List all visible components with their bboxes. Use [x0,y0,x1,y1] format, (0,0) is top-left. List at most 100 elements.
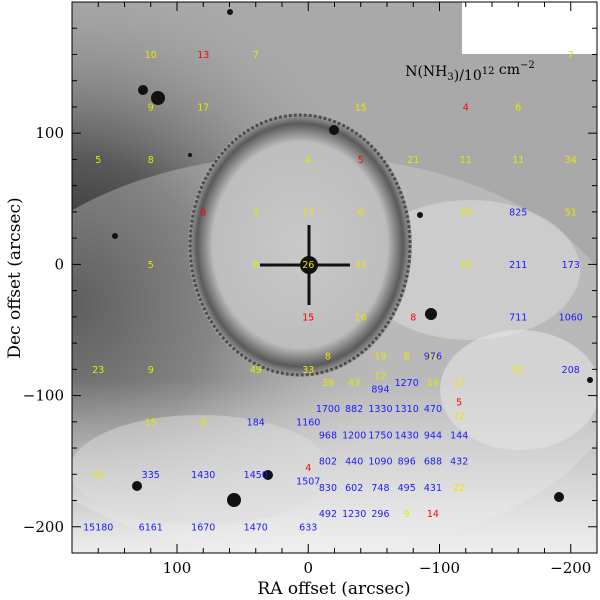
data-label-high: 802 [319,457,337,468]
data-label-low: 15 [355,102,367,113]
data-label-low: 26 [302,260,314,271]
axis-ticks [71,1,598,554]
data-label-low: 51 [565,207,577,218]
data-label-low: 8 [404,352,410,363]
data-label-high: 896 [398,457,416,468]
data-label-low: 26 [460,207,472,218]
blank-data-region [462,2,597,54]
x-tick-label: −200 [550,559,591,577]
data-label-low: 8 [148,155,154,166]
data-label-high: 748 [371,483,389,494]
data-label-low: 49 [250,365,262,376]
data-label-low: 33 [302,365,314,376]
data-label-low: 14 [427,378,439,389]
data-label-low: 22 [453,483,465,494]
data-label-low: 17 [302,207,314,218]
data-label-high: 432 [450,457,468,468]
data-label-high: 602 [345,483,363,494]
data-label-upper_limit: 5 [456,398,462,409]
data-label-high: 144 [450,430,468,441]
data-label-low: 9 [404,509,410,520]
data-label-low: 11 [512,155,524,166]
data-label-low: 39 [322,378,334,389]
data-label-high: 431 [424,483,442,494]
data-label-upper_limit: 8 [410,312,416,323]
data-label-high: 173 [562,260,580,271]
data-label-low: 4 [253,207,259,218]
data-label-high: 15180 [83,522,113,533]
data-label-high: 1090 [368,457,392,468]
data-label-high: 440 [345,457,363,468]
data-label-upper_limit: 8 [200,207,206,218]
data-label-high: 1430 [395,430,419,441]
data-label-high: 688 [424,457,442,468]
y-tick-label: −100 [23,387,64,405]
data-label-high: 470 [424,404,442,415]
data-labels: 10 7 79 17 15 65 8 4 21 11 11 344 17 6 26 515 8 26 31 24168… [83,50,583,533]
data-label-high: 208 [562,365,580,376]
x-axis-label: RA offset (arcsec) [257,579,410,599]
data-label-high: 1160 [296,417,320,428]
data-label-low: 5 [95,155,101,166]
data-label-low: 11 [460,155,472,166]
data-label-high: 184 [247,417,265,428]
data-label-low: 16 [355,312,367,323]
data-label-upper_limit: 15 [302,312,314,323]
data-label-high: 1330 [368,404,392,415]
data-label-low: 4 [305,155,311,166]
data-label-low: 7 [568,50,574,61]
data-label-high: 1200 [342,430,366,441]
data-label-upper_limit: 4 [305,463,311,474]
x-tick-label: 100 [163,559,192,577]
data-label-high: 1430 [191,470,215,481]
y-tick-label: 0 [54,255,64,273]
data-label-high: 830 [319,483,337,494]
data-label-low: 17 [453,378,465,389]
data-label-low: 8 [325,352,331,363]
data-label-low: 6 [515,102,521,113]
data-label-high: 492 [319,509,337,520]
data-label-low: 34 [565,155,577,166]
data-label-low: 43 [348,378,360,389]
data-label-low: 7 [253,50,259,61]
data-label-low: 15 [145,417,157,428]
data-label-low: 17 [197,102,209,113]
data-label-high: 976 [424,352,442,363]
data-label-high: 1750 [368,430,392,441]
x-tick-label: 0 [303,559,313,577]
colorbar-annotation: N(NH3)/1012 cm−2 [405,60,535,84]
data-label-low: 8 [200,417,206,428]
data-label-high: 1230 [342,509,366,520]
data-label-high: 1060 [559,312,583,323]
data-label-high: 1270 [395,378,419,389]
data-label-high: 1700 [316,404,340,415]
data-label-upper_limit: 13 [197,50,209,61]
data-label-low: 8 [253,260,259,271]
y-axis-label: Dec offset (arcsec) [5,197,25,358]
data-label-low: 19 [374,352,386,363]
data-label-low: 6 [358,207,364,218]
data-label-upper_limit: 5 [358,155,364,166]
data-label-high: 1507 [296,476,320,487]
data-label-high: 944 [424,430,442,441]
y-tick-label: 100 [35,124,64,142]
data-label-upper_limit: 4 [463,102,469,113]
data-label-high: 882 [345,404,363,415]
x-tick-label: −100 [419,559,460,577]
data-label-low: 21 [407,155,419,166]
data-label-high: 211 [509,260,527,271]
data-label-high: 335 [142,470,160,481]
data-label-low: 31 [355,260,367,271]
data-label-low: 10 [145,50,157,61]
data-label-high: 825 [509,207,527,218]
data-label-low: 52 [512,365,524,376]
data-label-high: 1670 [191,522,215,533]
data-label-high: 1450 [244,470,268,481]
data-label-low: 5 [148,260,154,271]
infrared-background-image [72,2,597,553]
data-label-high: 296 [371,509,389,520]
data-label-high: 495 [398,483,416,494]
data-label-high: 894 [371,385,389,396]
data-label-high: 1470 [244,522,268,533]
